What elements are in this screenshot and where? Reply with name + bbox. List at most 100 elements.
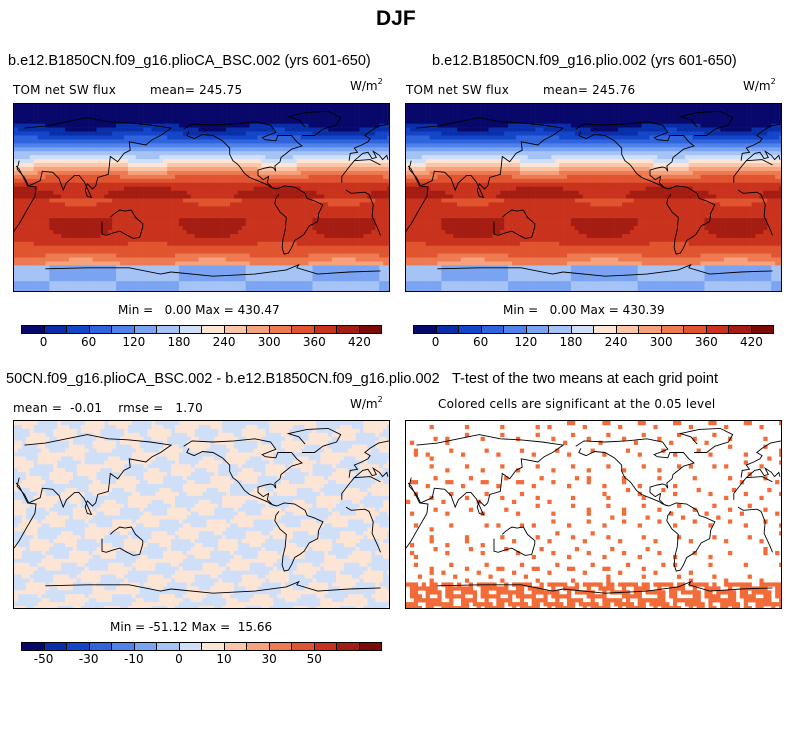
field-cell <box>190 107 195 113</box>
field-cell <box>96 226 101 231</box>
field-cell <box>120 206 125 211</box>
field-cell <box>202 155 207 160</box>
field-cell <box>123 127 129 132</box>
field-cell <box>21 107 27 113</box>
field-cell <box>316 111 321 117</box>
field-cell <box>320 210 325 215</box>
field-cell <box>57 119 62 124</box>
field-cell <box>375 143 380 148</box>
field-cell <box>273 210 278 215</box>
field-cell <box>17 190 23 195</box>
field-cell <box>17 135 23 140</box>
field-cell <box>312 119 317 124</box>
field-cell <box>292 147 298 152</box>
field-cell <box>186 151 192 156</box>
field-cell <box>339 190 345 195</box>
field-cell <box>37 214 42 219</box>
field-cell <box>190 190 195 195</box>
field-cell <box>76 226 82 231</box>
field-cell <box>735 111 741 117</box>
field-cell <box>265 281 270 286</box>
field-cell <box>210 269 215 274</box>
field-cell <box>229 182 235 187</box>
field-cell <box>284 233 290 239</box>
field-cell <box>14 241 19 247</box>
field-cell <box>226 245 231 250</box>
field-cell <box>367 115 372 121</box>
field-cell <box>96 115 101 121</box>
field-cell <box>100 163 105 168</box>
field-cell <box>76 123 82 128</box>
field-cell <box>123 111 129 117</box>
field-cell <box>347 245 353 250</box>
field-cell <box>257 143 262 148</box>
field-cell <box>131 285 137 290</box>
field-cell <box>229 155 235 160</box>
field-cell <box>379 206 384 211</box>
field-cell <box>214 178 219 184</box>
field-cell <box>324 119 329 124</box>
field-cell <box>578 111 584 117</box>
field-cell <box>284 249 290 254</box>
field-cell <box>324 139 329 144</box>
field-cell <box>324 206 329 211</box>
field-cell <box>182 269 188 274</box>
field-cell <box>253 241 258 247</box>
field-cell <box>17 222 23 227</box>
field-cell <box>214 226 219 231</box>
field-cell <box>563 111 568 117</box>
field-cell <box>14 167 19 172</box>
field-cell <box>143 226 148 231</box>
field-cell <box>229 163 235 168</box>
field-cell <box>273 237 278 243</box>
field-cell <box>17 265 23 270</box>
field-cell <box>355 107 360 113</box>
field-cell <box>214 111 219 117</box>
field-cell <box>292 163 298 168</box>
field-cell <box>233 107 239 113</box>
field-cell <box>108 139 113 144</box>
field-cell <box>80 198 85 203</box>
field-cell <box>68 253 74 258</box>
field-cell <box>123 174 129 180</box>
field-cell <box>347 226 353 231</box>
field-cell <box>49 123 54 128</box>
field-cell <box>739 104 745 109</box>
field-cell <box>210 237 215 243</box>
field-cell <box>379 139 384 144</box>
field-cell <box>167 233 172 239</box>
field-cell <box>731 107 737 113</box>
field-cell <box>316 186 321 191</box>
field-cell <box>163 206 168 211</box>
field-cell <box>245 265 250 270</box>
field-cell <box>300 253 305 258</box>
field-cell <box>143 170 148 176</box>
field-cell <box>57 147 62 152</box>
field-cell <box>712 107 717 113</box>
field-cell <box>53 111 58 117</box>
field-cell <box>175 261 180 266</box>
field-cell <box>72 119 78 124</box>
field-cell <box>237 131 243 136</box>
field-cell <box>29 167 34 172</box>
field-cell <box>96 289 101 291</box>
field-cell <box>198 233 203 239</box>
field-cell <box>308 182 313 187</box>
field-cell <box>131 119 137 124</box>
field-cell <box>210 226 215 231</box>
field-cell <box>284 214 290 219</box>
field-cell <box>339 111 345 117</box>
field-cell <box>304 111 309 117</box>
field-cell <box>229 131 235 136</box>
field-cell <box>222 131 227 136</box>
field-cell <box>135 127 140 132</box>
field-cell <box>175 253 180 258</box>
field-cell <box>320 178 325 184</box>
field-cell <box>332 245 337 250</box>
field-cell <box>296 167 301 172</box>
field-cell <box>76 222 82 227</box>
field-cell <box>88 147 93 152</box>
field-cell <box>296 222 301 227</box>
field-cell <box>194 111 199 117</box>
field-cell <box>123 104 129 109</box>
